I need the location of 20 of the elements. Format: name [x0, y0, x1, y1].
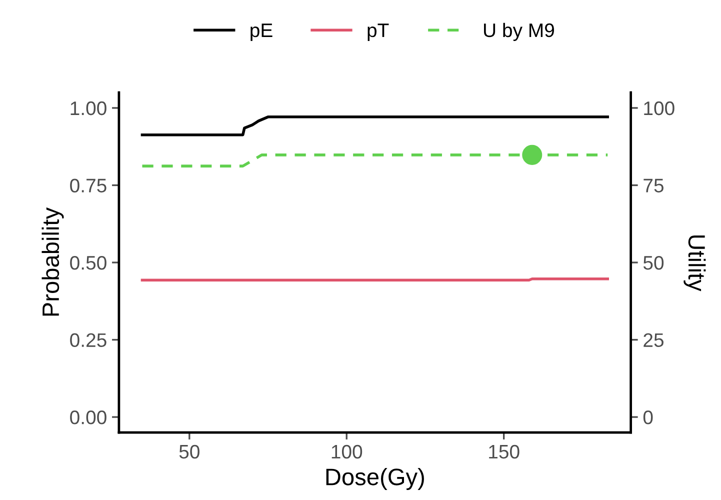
y2-tick-label: 75 — [644, 178, 664, 192]
x-tick-label: 100 — [332, 444, 362, 459]
legend-label: pT — [368, 24, 389, 41]
legend-label: pE — [250, 24, 272, 41]
y-tick-label: 0.50 — [70, 256, 106, 270]
x-tick-label: 50 — [179, 444, 200, 459]
y-tick-label: 1.00 — [70, 101, 106, 116]
legend-label: U by M9 — [484, 22, 554, 41]
x-axis-title: Dose(Gy) — [326, 468, 424, 490]
line-series — [140, 116, 609, 136]
y2-tick-label: 50 — [643, 256, 664, 270]
y-tick-label: 0.75 — [70, 178, 106, 192]
y2-tick-label: 100 — [644, 101, 674, 116]
y-axis-title: Probability — [42, 207, 64, 316]
y2-tick-label: 0 — [643, 410, 653, 424]
x-tick-label: 150 — [489, 444, 520, 459]
y-tick-label: 0.25 — [70, 333, 106, 348]
y-tick-label: 0.00 — [70, 410, 106, 424]
y2-tick-label: 25 — [644, 333, 664, 348]
y2-axis-title: Utility — [684, 235, 706, 292]
